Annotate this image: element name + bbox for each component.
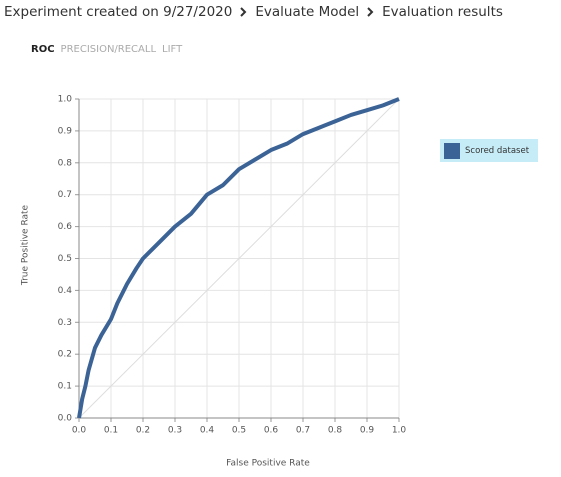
y-tick-label: 0.9 [58, 126, 73, 136]
x-tick-label: 0.9 [360, 426, 375, 436]
crumb[interactable]: Experiment created on 9/27/2020 [4, 4, 233, 20]
legend-label: Scored dataset [465, 145, 530, 156]
tab[interactable]: ROC [31, 44, 55, 55]
x-tick-label: 0.0 [72, 426, 87, 436]
x-tick-label: 0.1 [104, 426, 118, 436]
x-tick-label: 0.6 [264, 426, 279, 436]
crumb[interactable]: Evaluate Model [255, 4, 360, 20]
legend-swatch [444, 142, 460, 159]
y-tick-label: 0.3 [58, 318, 72, 328]
chevron [240, 7, 247, 17]
x-tick-label: 0.3 [168, 426, 182, 436]
chevron [367, 7, 374, 17]
y-tick-label: 0.1 [58, 382, 72, 392]
crumb: Evaluation results [382, 4, 503, 20]
y-tick-label: 0.7 [58, 190, 72, 200]
y-tick-label: 0.5 [58, 254, 72, 264]
y-tick-label: 0.6 [58, 222, 73, 232]
x-axis-label: False Positive Rate [226, 459, 310, 469]
breadcrumb: Experiment created on 9/27/2020 Evaluate… [4, 4, 503, 20]
y-tick-label: 1.0 [58, 95, 73, 105]
x-tick-label: 0.5 [232, 426, 246, 436]
tab[interactable]: PRECISION/RECALL [60, 44, 157, 55]
x-tick-label: 1.0 [392, 426, 407, 436]
roc-curve [77, 97, 400, 419]
y-tick-label: 0.4 [58, 286, 73, 296]
tabs: ROC PRECISION/RECALL LIFT [31, 44, 182, 55]
y-axis-label: True Positive Rate [21, 204, 31, 286]
x-tick-label: 0.8 [328, 426, 343, 436]
x-tick-label: 0.4 [200, 426, 215, 436]
y-tick-label: 0.8 [58, 158, 73, 168]
tab[interactable]: LIFT [162, 44, 183, 55]
y-tick-label: 0.2 [58, 350, 72, 360]
reference-diagonal [78, 98, 400, 419]
x-tick-label: 0.2 [136, 426, 150, 436]
legend: Scored dataset [440, 139, 538, 162]
y-tick-label: 0.0 [58, 414, 73, 424]
x-tick-label: 0.7 [296, 426, 310, 436]
